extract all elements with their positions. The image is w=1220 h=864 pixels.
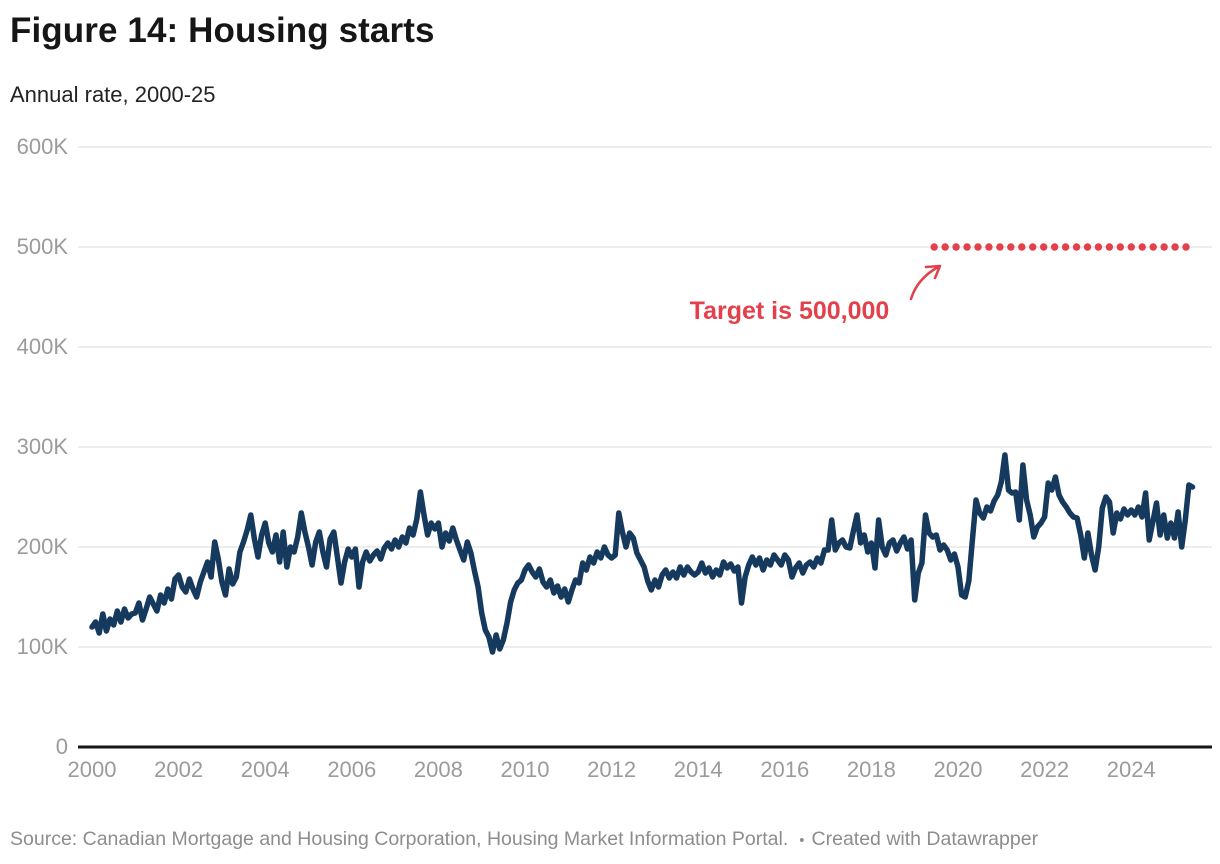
footer-separator: • [799,832,805,849]
y-tick-label: 0 [56,734,68,759]
x-tick-label: 2022 [1020,757,1069,782]
x-tick-label: 2000 [68,757,117,782]
target-dot [1149,243,1157,251]
annotation-arrow-head [924,264,942,280]
x-tick-label: 2008 [414,757,463,782]
target-dot [974,243,982,251]
y-tick-label: 500K [17,234,69,259]
target-dot [1105,243,1114,251]
target-dot [1138,243,1146,251]
x-tick-label: 2006 [327,757,376,782]
target-dot [1127,243,1135,251]
housing-starts-line [89,452,1196,655]
target-dot [1007,243,1015,251]
target-dot [930,243,938,251]
target-dot [1171,243,1179,251]
chart-footer: Source: Canadian Mortgage and Housing Co… [10,828,1038,851]
annotation-arrow [909,265,940,301]
target-annotation-label: Target is 500,000 [689,297,890,325]
target-dot [1029,243,1037,251]
target-dot [1160,243,1168,251]
target-dot [1039,243,1048,251]
x-tick-label: 2002 [154,757,203,782]
x-tick-label: 2004 [241,757,290,782]
target-dot [985,243,993,251]
y-tick-label: 200K [17,534,69,559]
x-tick-label: 2012 [587,757,636,782]
x-tick-label: 2014 [674,757,723,782]
x-tick-label: 2010 [501,757,550,782]
target-dot [1083,243,1092,251]
target-dot [963,243,971,251]
x-tick-label: 2016 [760,757,809,782]
target-dot [1018,243,1026,251]
target-dot [996,243,1004,251]
target-dot [1072,243,1081,251]
target-dot [941,243,949,251]
target-dot [952,243,960,251]
x-tick-label: 2024 [1107,757,1156,782]
y-tick-label: 300K [17,434,69,459]
y-tick-label: 400K [17,334,69,359]
credit-text: Created with Datawrapper [811,828,1039,850]
chart-subtitle: Annual rate, 2000-25 [10,82,216,107]
y-tick-label: 600K [17,134,69,159]
target-dot [1094,243,1103,251]
x-tick-label: 2018 [847,757,896,782]
target-dot [1182,243,1190,251]
y-tick-label: 100K [17,634,69,659]
target-dot [1061,243,1070,251]
x-tick-label: 2020 [934,757,983,782]
source-text: Source: Canadian Mortgage and Housing Co… [10,828,789,850]
target-dot [1116,243,1125,251]
target-dot [1050,243,1059,251]
chart-title: Figure 14: Housing starts [10,11,435,50]
